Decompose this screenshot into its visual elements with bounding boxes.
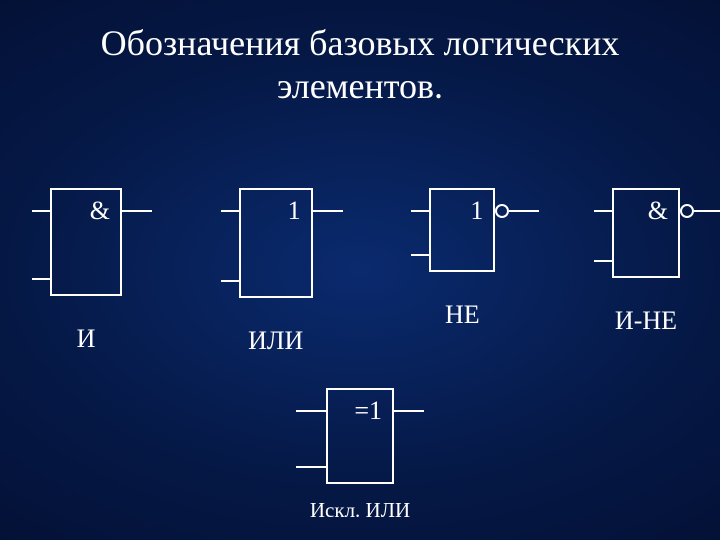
gate-input-line	[221, 210, 239, 212]
gate-input-line	[32, 278, 50, 280]
slide-title: Обозначения базовых логических элементов…	[0, 0, 720, 108]
gate-input-line	[594, 260, 612, 262]
gate-wrap: &	[50, 188, 122, 296]
gate-symbol: &	[648, 196, 668, 226]
gate-symbol: 1	[288, 196, 301, 226]
gate-symbol: 1	[470, 196, 483, 226]
title-line-2: элементов.	[277, 66, 443, 106]
gate-input-line	[411, 254, 429, 256]
gate-input-line	[296, 410, 326, 412]
gate-box: 1	[239, 188, 313, 298]
gate-label: И-НЕ	[615, 306, 677, 336]
gate-wrap: =1	[326, 388, 394, 484]
gate-column: & И-НЕ	[612, 188, 680, 336]
inversion-bubble-icon	[495, 204, 509, 218]
gate-output-line	[394, 410, 424, 412]
inversion-bubble-icon	[680, 204, 694, 218]
gate-wrap: &	[612, 188, 680, 278]
gate-output-line	[313, 210, 343, 212]
gate-output-line	[122, 210, 152, 212]
gate-box: &	[50, 188, 122, 296]
gate-label: НЕ	[445, 300, 480, 330]
gate-column: 1 НЕ	[429, 188, 495, 330]
gate-wrap: 1	[429, 188, 495, 272]
gate-output-line	[509, 210, 539, 212]
gate-input-line	[296, 466, 326, 468]
gate-box: &	[612, 188, 680, 278]
gate-output-line	[694, 210, 720, 212]
gate-input-line	[32, 210, 50, 212]
gate-column: =1 Искл. ИЛИ	[310, 388, 410, 523]
gate-input-line	[594, 210, 612, 212]
gate-label: И	[77, 324, 96, 354]
gate-label: Искл. ИЛИ	[310, 498, 410, 523]
gate-symbol: &	[90, 196, 110, 226]
title-line-1: Обозначения базовых логических	[101, 23, 620, 63]
gate-column: &И	[50, 188, 122, 354]
gates-row-bottom: =1 Искл. ИЛИ	[0, 388, 720, 523]
gate-input-line	[221, 280, 239, 282]
gate-column: 1 ИЛИ	[239, 188, 313, 356]
gate-box: 1	[429, 188, 495, 272]
gate-symbol: =1	[354, 396, 382, 426]
gate-wrap: 1	[239, 188, 313, 298]
gate-input-line	[411, 210, 429, 212]
gate-label: ИЛИ	[248, 326, 303, 356]
gate-box: =1	[326, 388, 394, 484]
gates-row-top: &И1ИЛИ1НЕ&И-НЕ	[50, 188, 680, 356]
